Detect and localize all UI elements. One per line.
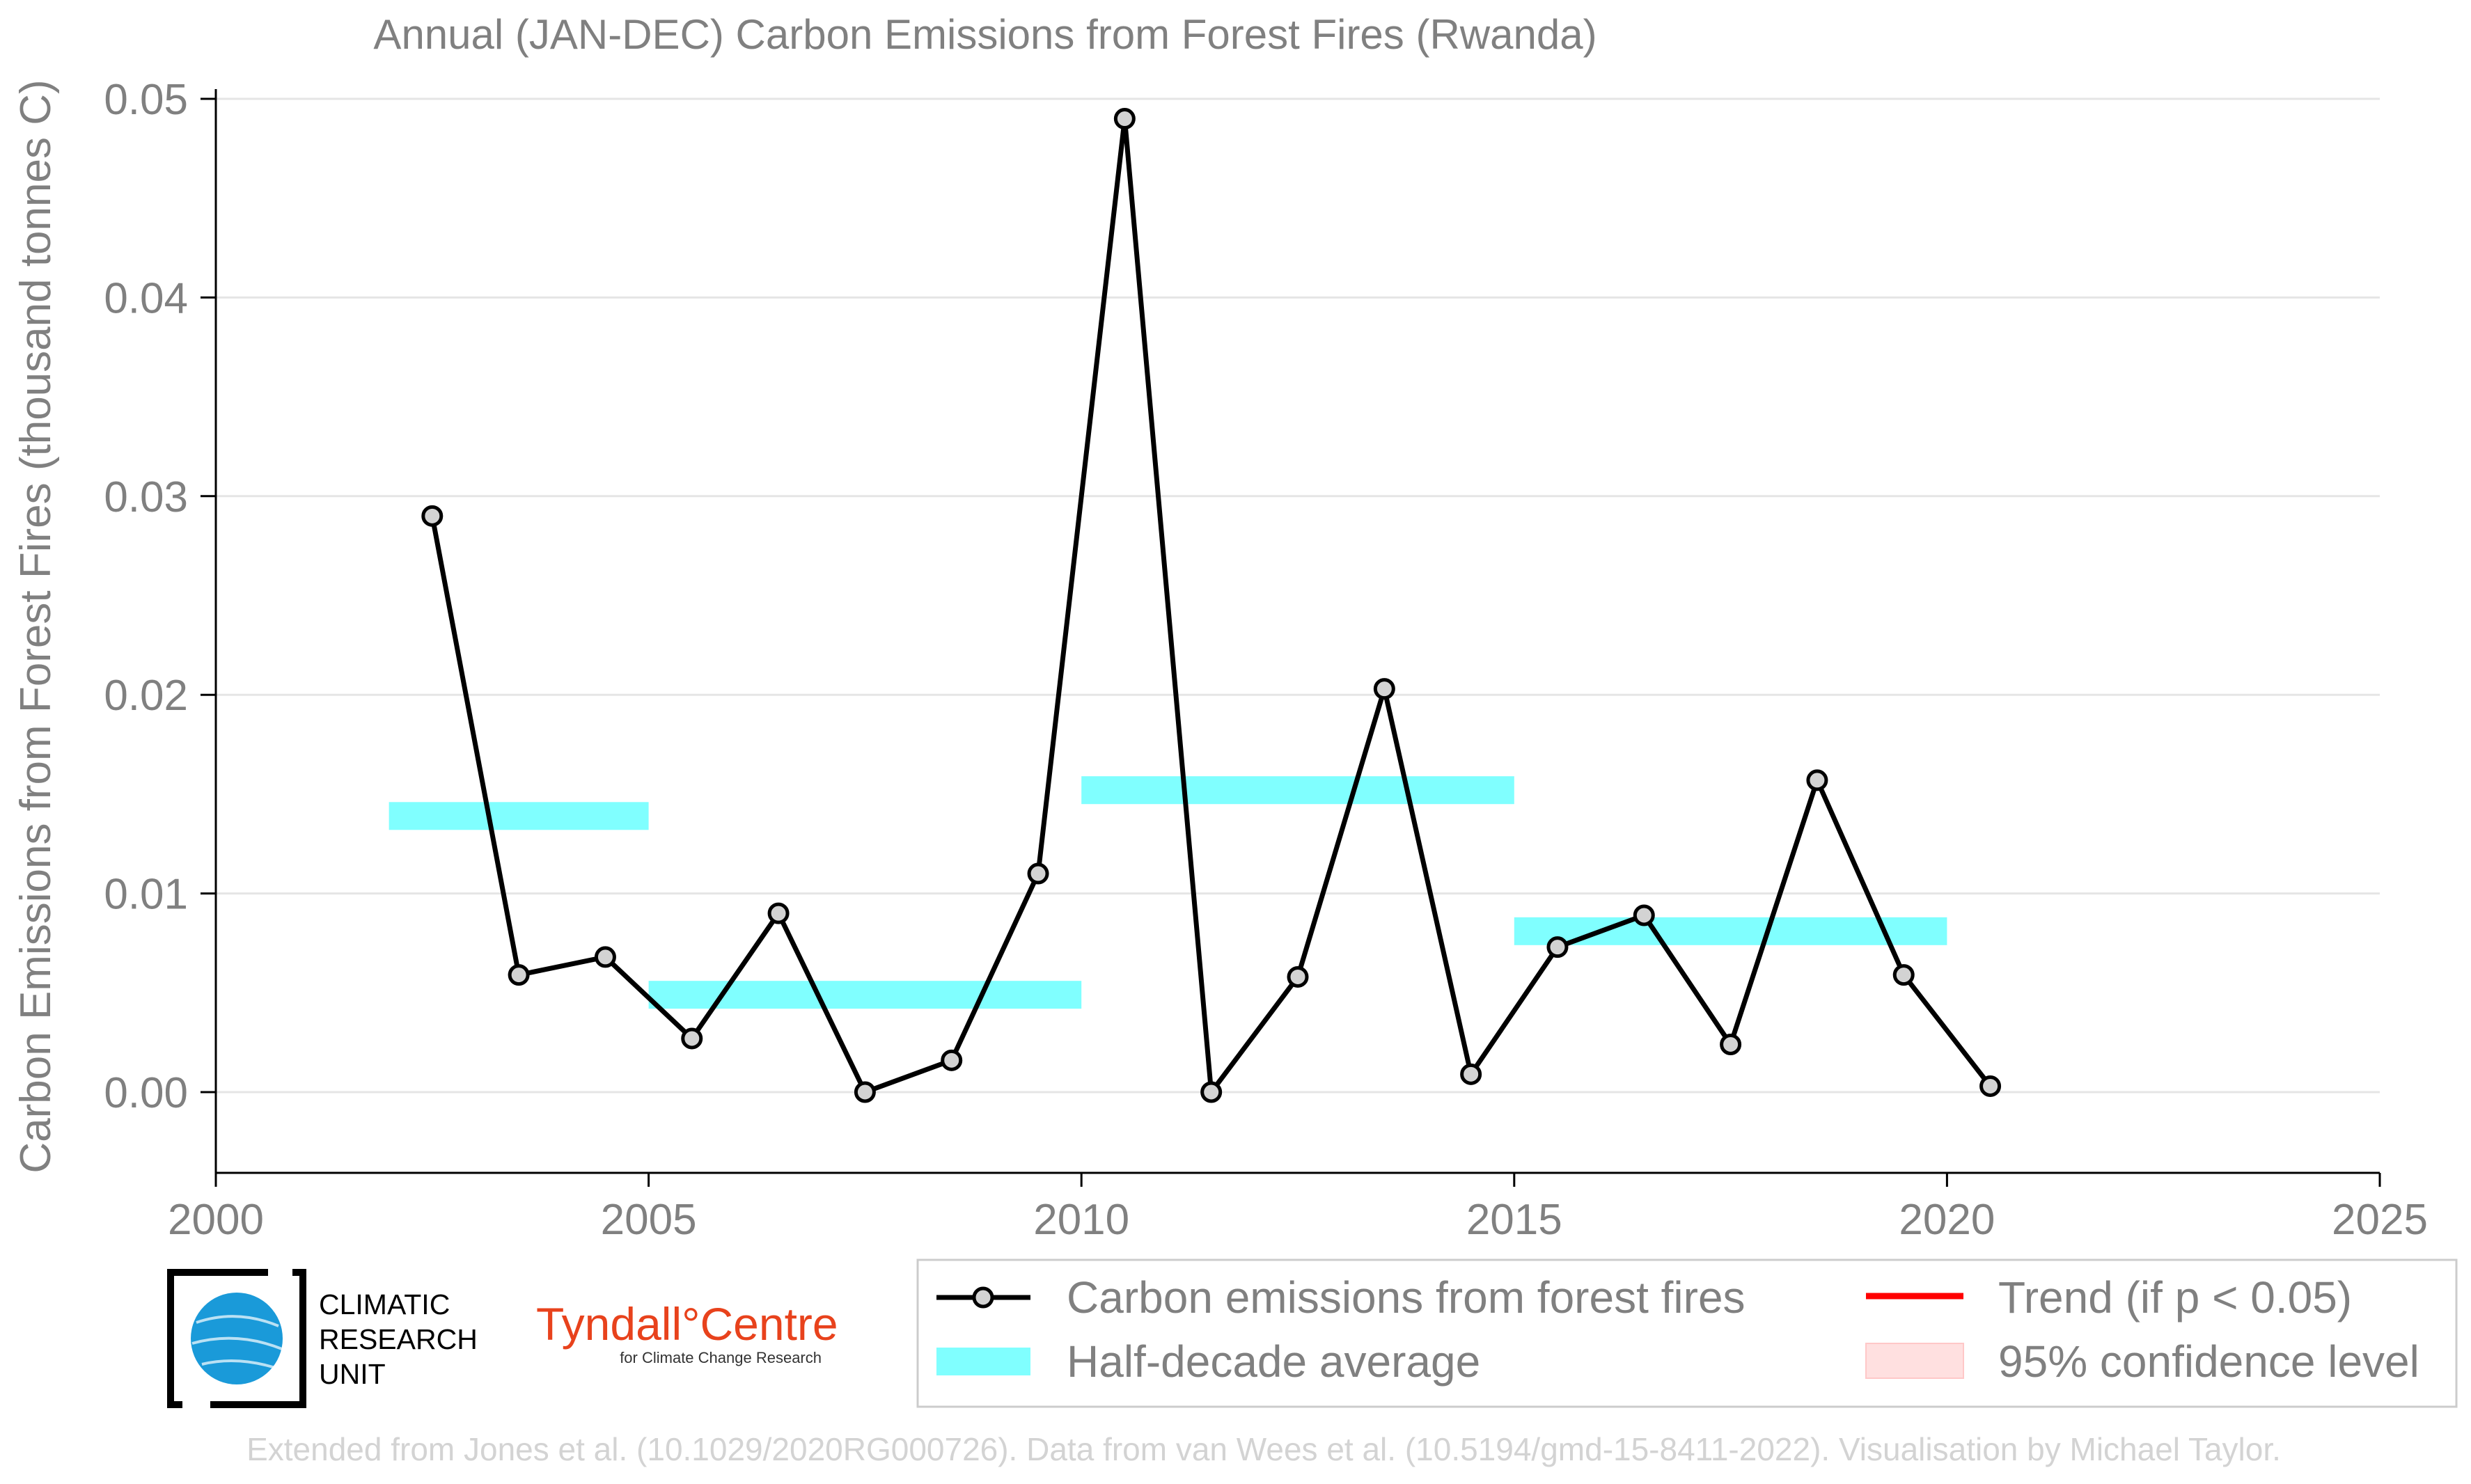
- legend: Carbon emissions from forest fires Trend…: [916, 1258, 2458, 1408]
- data-point: [1287, 965, 1309, 988]
- data-point: [594, 946, 616, 968]
- data-point: [1460, 1063, 1482, 1085]
- y-axis-ticks: 0.00 0.01 0.02 0.03 0.04 0.05: [104, 76, 217, 1173]
- y-tick-label: 0.03: [104, 473, 188, 521]
- x-tick-label: 2025: [2332, 1196, 2428, 1244]
- legend-label-trend: Trend (if p < 0.05): [1998, 1272, 2352, 1323]
- cru-line-3: UNIT: [319, 1358, 386, 1390]
- data-point: [1720, 1034, 1742, 1056]
- data-point: [1979, 1075, 2002, 1097]
- half-decade-band: [1514, 917, 1947, 945]
- data-point: [508, 964, 530, 986]
- x-tick-label: 2010: [1033, 1196, 1129, 1244]
- y-tick-label: 0.00: [104, 1069, 188, 1117]
- legend-label-series: Carbon emissions from forest fires: [1067, 1272, 1746, 1323]
- data-point: [1892, 964, 1915, 986]
- data-point: [941, 1049, 963, 1071]
- cru-line-1: CLIMATIC: [319, 1288, 450, 1320]
- data-point: [421, 505, 444, 527]
- data-point: [1806, 769, 1828, 791]
- tyndall-subtitle: for Climate Change Research: [620, 1349, 822, 1366]
- data-point: [1546, 936, 1569, 958]
- data-point: [1200, 1081, 1223, 1103]
- y-tick-label: 0.05: [104, 76, 188, 124]
- data-point: [681, 1027, 703, 1050]
- y-tick-label: 0.04: [104, 274, 188, 322]
- legend-confidence-swatch: [1865, 1343, 1964, 1379]
- x-tick-label: 2000: [168, 1196, 264, 1244]
- x-tick-label: 2005: [601, 1196, 697, 1244]
- x-axis: 2000 2005 2010 2015 2020 2025: [168, 1171, 2428, 1244]
- data-point: [854, 1081, 876, 1103]
- emissions-series: [421, 108, 2002, 1103]
- data-point: [1027, 862, 1049, 885]
- legend-series-marker: [972, 1286, 994, 1309]
- data-point: [1373, 678, 1395, 700]
- data-point: [1113, 108, 1136, 130]
- cru-logo: CLIMATIC RESEARCH UNIT: [167, 1265, 478, 1410]
- chart-title: Annual (JAN-DEC) Carbon Emissions from F…: [373, 11, 1597, 58]
- series-line: [430, 116, 1993, 1095]
- y-axis-label: Carbon Emissions from Forest Fires (thou…: [12, 79, 60, 1173]
- legend-label-confidence: 95% confidence level: [1998, 1336, 2419, 1387]
- x-tick-label: 2015: [1466, 1196, 1562, 1244]
- half-decade-band: [389, 802, 649, 830]
- credit-text: Extended from Jones et al. (10.1029/2020…: [246, 1431, 2281, 1467]
- data-point: [767, 902, 790, 924]
- legend-frame: [916, 1258, 2458, 1408]
- y-tick-label: 0.01: [104, 871, 188, 919]
- data-point: [1633, 904, 1655, 926]
- x-tick-label: 2020: [1899, 1196, 1995, 1244]
- cru-line-2: RESEARCH: [319, 1323, 478, 1355]
- tyndall-name: Tyndall°Centre: [536, 1298, 838, 1350]
- half-decade-band: [1081, 776, 1514, 805]
- legend-label-band: Half-decade average: [1067, 1336, 1480, 1387]
- half-decade-bands: [389, 776, 1947, 1009]
- legend-band-swatch: [936, 1348, 1030, 1375]
- y-tick-label: 0.02: [104, 672, 188, 720]
- gridlines: [216, 97, 2380, 1094]
- tyndall-logo: Tyndall°Centre for Climate Change Resear…: [536, 1298, 838, 1366]
